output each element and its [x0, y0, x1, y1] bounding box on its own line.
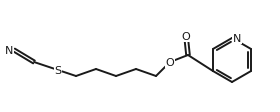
Text: O: O	[182, 32, 190, 42]
Text: O: O	[166, 57, 174, 67]
Text: N: N	[5, 46, 13, 56]
Text: S: S	[54, 65, 62, 75]
Text: N: N	[233, 34, 241, 44]
